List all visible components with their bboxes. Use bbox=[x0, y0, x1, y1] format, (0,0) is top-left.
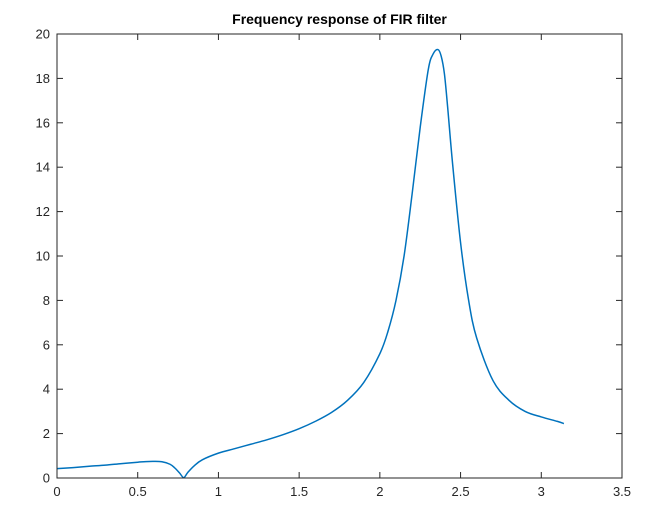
plot-area bbox=[57, 34, 622, 478]
y-tick-label: 4 bbox=[43, 382, 50, 397]
y-tick-label: 12 bbox=[36, 204, 50, 219]
y-tick-label: 0 bbox=[43, 471, 50, 486]
axis-ticks: 0 0.5 1 1.5 2 2.5 3 3.5 0 2 4 6 8 10 12 14 16 18 20 bbox=[36, 27, 632, 500]
x-tick-label: 2 bbox=[376, 484, 383, 499]
y-tick-label: 14 bbox=[36, 160, 50, 175]
x-tick-label: 3 bbox=[538, 484, 545, 499]
chart-title: Frequency response of FIR filter bbox=[232, 11, 447, 27]
series-line bbox=[56, 48, 565, 479]
x-tick-label: 2.5 bbox=[452, 484, 470, 499]
y-tick-label: 8 bbox=[43, 293, 50, 308]
x-tick-label: 0.5 bbox=[129, 484, 147, 499]
x-tick-label: 3.5 bbox=[613, 484, 631, 499]
x-tick-label: 1.5 bbox=[290, 484, 308, 499]
axes-box bbox=[56, 33, 623, 479]
y-tick-label: 10 bbox=[36, 249, 50, 264]
y-tick-label: 16 bbox=[36, 115, 50, 130]
y-tick-label: 18 bbox=[36, 71, 50, 86]
y-tick-label: 6 bbox=[43, 337, 50, 352]
x-tick-label: 0 bbox=[53, 484, 60, 499]
x-tick-label: 1 bbox=[215, 484, 222, 499]
y-tick-label: 2 bbox=[43, 426, 50, 441]
y-tick-label: 20 bbox=[36, 27, 50, 42]
